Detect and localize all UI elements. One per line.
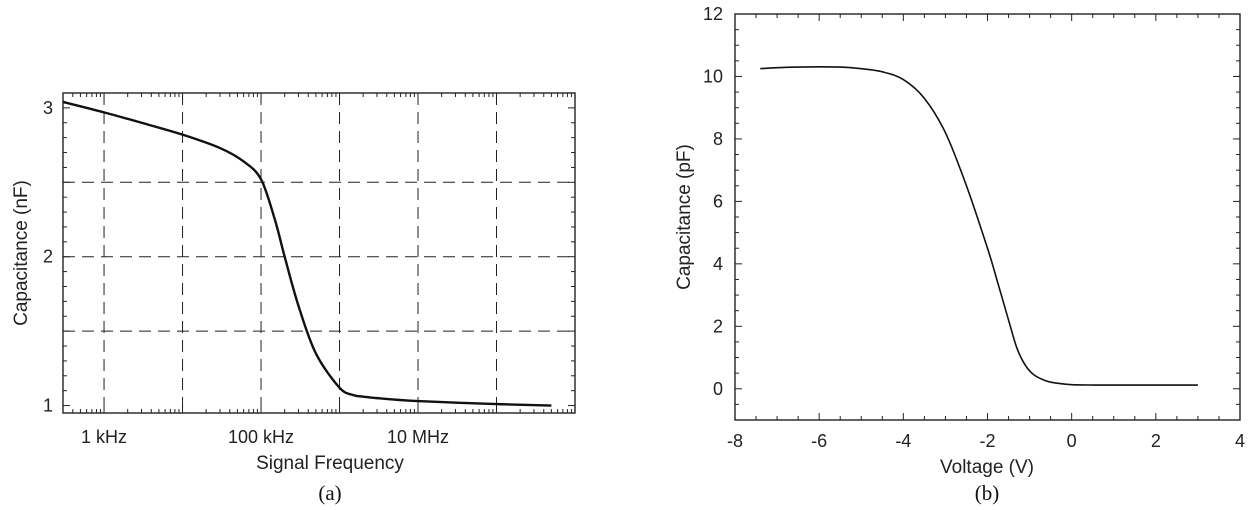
chart-a-x-axis-label: Signal Frequency (256, 453, 404, 474)
chart-a-y-tick-label: 3 (43, 98, 53, 118)
chart-b-x-tick-label: 0 (1067, 431, 1077, 451)
chart-b-y-tick-label: 2 (713, 316, 723, 336)
chart-b-plot-frame (734, 13, 1241, 421)
chart-b-y-tick-label: 8 (713, 129, 723, 149)
chart-a-ticks: 1 kHz 100 kHz 10 MHz 1 2 3 (43, 93, 576, 447)
chart-a-y-tick-label: 1 (43, 396, 53, 416)
chart-b-x-tick-label: -4 (895, 431, 911, 451)
chart-b-x-tick-label: -2 (979, 431, 995, 451)
chart-b-x-tick-label: -8 (727, 431, 743, 451)
chart-b-y-tick-label: 12 (703, 4, 723, 24)
chart-b: -8 -6 -4 -2 0 2 4 0 2 4 6 8 10 12 Voltage (V) Capacit… (674, 4, 1245, 505)
chart-b-x-axis-label: Voltage (V) (940, 457, 1034, 478)
chart-a-series-line (62, 100, 552, 407)
chart-b-y-tick-label: 0 (713, 379, 723, 399)
chart-b-y-axis-label: Capacitance (pF) (674, 144, 695, 290)
chart-a: 1 kHz 100 kHz 10 MHz 1 2 3 Signal Frequency C… (11, 92, 576, 505)
chart-b-panel-label: (b) (975, 481, 1000, 505)
chart-a-x-tick-label: 100 kHz (228, 427, 294, 447)
chart-a-y-axis-label: Capacitance (nF) (11, 180, 32, 326)
chart-b-y-tick-label: 10 (703, 66, 723, 86)
chart-a-plot-frame (62, 92, 576, 414)
chart-b-x-tick-label: 2 (1151, 431, 1161, 451)
chart-b-x-tick-label: 4 (1235, 431, 1245, 451)
chart-b-series-line (760, 65, 1198, 386)
chart-a-y-tick-label: 2 (43, 247, 53, 267)
chart-a-gridlines (63, 93, 575, 413)
chart-b-y-tick-label: 4 (713, 254, 723, 274)
chart-b-x-tick-label: -6 (811, 431, 827, 451)
chart-a-panel-label: (a) (318, 481, 341, 505)
chart-a-x-tick-label: 10 MHz (387, 427, 449, 447)
chart-b-ticks: -8 -6 -4 -2 0 2 4 0 2 4 6 8 10 12 (703, 4, 1245, 451)
chart-a-x-tick-label: 1 kHz (81, 427, 127, 447)
chart-b-y-tick-label: 6 (713, 191, 723, 211)
